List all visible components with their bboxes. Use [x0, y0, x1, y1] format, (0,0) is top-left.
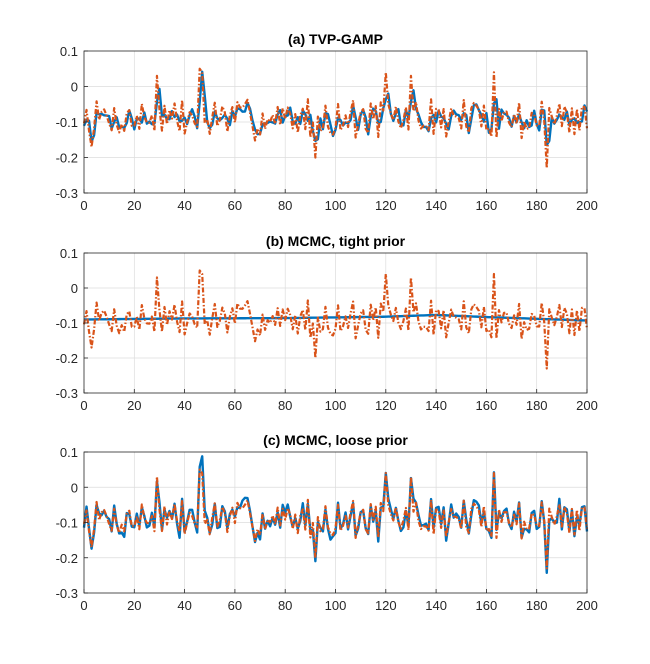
x-tick-label: 20 [127, 598, 141, 613]
x-tick-label: 100 [325, 198, 347, 213]
x-tick-label: 120 [375, 398, 397, 413]
series-line-true [82, 468, 589, 570]
x-tick-label: 140 [425, 198, 447, 213]
x-tick-label: 120 [375, 598, 397, 613]
y-tick-label: -0.2 [56, 551, 78, 566]
x-tick-label: 120 [375, 198, 397, 213]
x-tick-label: 100 [325, 398, 347, 413]
panel-title: (a) TVP-GAMP [288, 31, 383, 47]
x-tick-label: 160 [476, 398, 498, 413]
panel-title: (b) MCMC, tight prior [266, 233, 406, 249]
y-tick-label: -0.1 [56, 316, 78, 331]
y-tick-label: 0 [71, 480, 78, 495]
x-tick-label: 200 [576, 598, 598, 613]
x-tick-label: 60 [228, 398, 242, 413]
x-tick-label: 40 [177, 198, 191, 213]
series-line-estimate [83, 313, 588, 322]
x-tick-label: 100 [325, 598, 347, 613]
x-tick-label: 60 [228, 598, 242, 613]
x-tick-label: 0 [80, 398, 87, 413]
x-tick-label: 180 [526, 398, 548, 413]
y-tick-label: -0.1 [56, 516, 78, 531]
panel-b: 0 20 40 60 80 100 120 140 160 180 200 0.1 0 -0.1 -0.2 -… [56, 233, 598, 413]
panel-title: (c) MCMC, loose prior [263, 432, 408, 448]
x-tick-label: 0 [80, 598, 87, 613]
x-tick-label: 80 [278, 598, 292, 613]
y-tick-label: -0.3 [56, 586, 78, 601]
x-tick-label: 140 [425, 398, 447, 413]
x-tick-label: 40 [177, 398, 191, 413]
x-tick-label: 180 [526, 598, 548, 613]
x-tick-label: 200 [576, 398, 598, 413]
y-tick-label: 0.1 [60, 246, 78, 261]
x-tick-label: 60 [228, 198, 242, 213]
x-tick-label: 140 [425, 598, 447, 613]
series-line-true [82, 67, 589, 170]
y-tick-label: -0.3 [56, 186, 78, 201]
y-tick-label: -0.2 [56, 351, 78, 366]
x-tick-label: 0 [80, 198, 87, 213]
x-tick-label: 40 [177, 598, 191, 613]
y-tick-label: 0 [71, 80, 78, 95]
series-line-true [82, 269, 589, 370]
x-tick-label: 20 [127, 398, 141, 413]
x-tick-label: 80 [278, 198, 292, 213]
y-tick-label: -0.1 [56, 115, 78, 130]
y-tick-label: 0.1 [60, 44, 78, 59]
y-tick-label: 0 [71, 281, 78, 296]
x-tick-label: 200 [576, 198, 598, 213]
panel-c: 0 20 40 60 80 100 120 140 160 180 200 0.1 0 -0.1 -0.2 -… [56, 432, 598, 613]
y-tick-label: 0.1 [60, 445, 78, 460]
panel-a: 0 20 40 60 80 100 120 140 160 180 200 0.1 0 -0.1 -0.2 -… [56, 31, 598, 213]
x-tick-label: 160 [476, 598, 498, 613]
x-tick-label: 160 [476, 198, 498, 213]
x-tick-label: 80 [278, 398, 292, 413]
y-tick-label: -0.3 [56, 386, 78, 401]
x-tick-label: 180 [526, 198, 548, 213]
y-tick-label: -0.2 [56, 151, 78, 166]
x-tick-label: 20 [127, 198, 141, 213]
